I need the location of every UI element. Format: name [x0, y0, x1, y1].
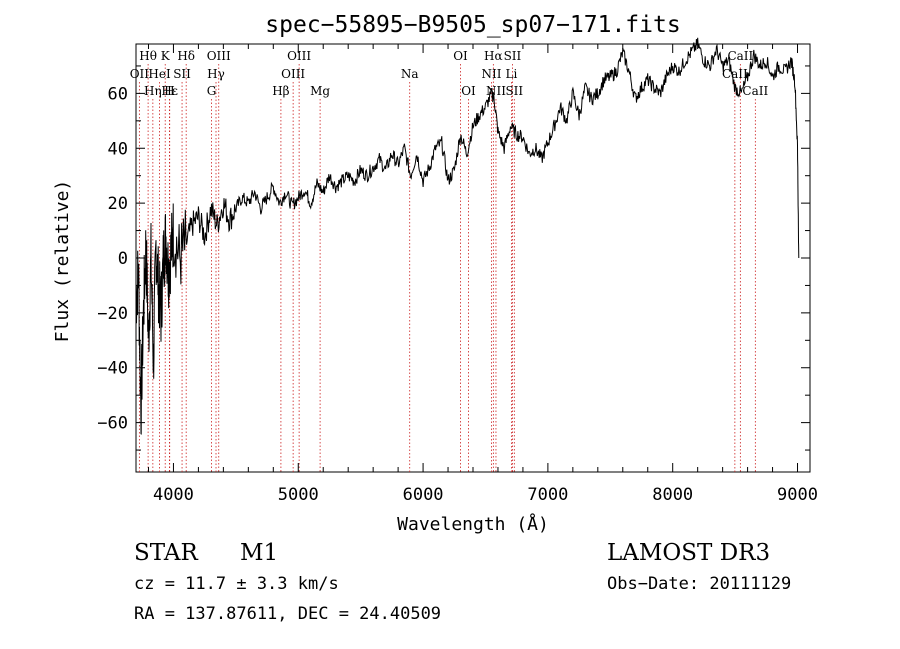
line-label: CaII	[742, 84, 768, 98]
x-tick-label: 7000	[527, 485, 568, 505]
x-tick-label: 5000	[278, 485, 319, 505]
line-label: Hδ	[177, 49, 195, 63]
line-label: Hη	[144, 84, 162, 98]
axis-ticks: 4000 5000 6000 7000 8000 9000 −60 −40 −20 0 20 40 60	[97, 44, 818, 505]
observation-date: Obs−Date: 20111129	[607, 574, 792, 594]
coordinates: RA = 137.87611, DEC = 24.40509	[134, 604, 442, 624]
line-label: OI	[461, 84, 476, 98]
y-tick-label: −20	[97, 304, 128, 324]
redshift-velocity: cz = 11.7 ± 3.3 km/s	[134, 574, 339, 594]
emission-line-labels: Hθ OII Hη HeI K Hε SII H Hδ OIII Hγ G OIII OIII Hβ Mg Na…	[130, 49, 769, 98]
line-label: OIII	[207, 49, 231, 63]
y-tick-label: 0	[118, 249, 128, 269]
line-label: SII	[505, 84, 523, 98]
line-label: Hα	[484, 49, 503, 63]
line-label: NII	[486, 84, 506, 98]
line-label: Hγ	[207, 67, 225, 81]
line-label: Mg	[310, 84, 330, 98]
x-tick-label: 6000	[403, 485, 444, 505]
plot-frame	[135, 43, 811, 473]
object-subclass: M1	[240, 540, 279, 566]
line-label: CaII	[722, 67, 748, 81]
x-tick-label: 4000	[153, 485, 194, 505]
y-axis-label: Flux (relative)	[52, 180, 73, 343]
line-label: Hε	[161, 84, 178, 98]
line-label: OIII	[287, 49, 311, 63]
spectrum-line	[135, 37, 800, 435]
line-label: OII	[130, 67, 150, 81]
line-label: HeI	[148, 67, 171, 81]
x-tick-label: 9000	[777, 485, 818, 505]
line-label: NII	[481, 67, 501, 81]
line-label: Li	[506, 67, 518, 81]
object-class: STAR	[134, 540, 198, 566]
line-label: Hβ	[272, 84, 289, 98]
line-label: Hθ	[139, 49, 157, 63]
y-tick-label: 20	[108, 194, 128, 214]
line-label: OIII	[281, 67, 305, 81]
emission-line-markers	[138, 64, 756, 472]
line-label: G	[207, 84, 217, 98]
y-tick-label: −40	[97, 359, 128, 379]
chart-title: spec−55895−B9505_sp07−171.fits	[265, 12, 680, 38]
y-tick-label: 40	[108, 139, 128, 159]
line-label: OI	[453, 49, 468, 63]
x-tick-label: 8000	[652, 485, 693, 505]
line-label: SII	[173, 67, 191, 81]
line-label: K	[161, 49, 171, 63]
line-label: Na	[401, 67, 419, 81]
y-tick-label: 60	[108, 84, 128, 104]
line-label: H	[164, 84, 174, 98]
line-label: SII	[504, 49, 522, 63]
survey-name: LAMOST DR3	[607, 540, 771, 566]
line-label: CaII	[727, 49, 753, 63]
y-tick-label: −60	[97, 414, 128, 434]
x-axis-label: Wavelength (Å)	[397, 513, 549, 535]
